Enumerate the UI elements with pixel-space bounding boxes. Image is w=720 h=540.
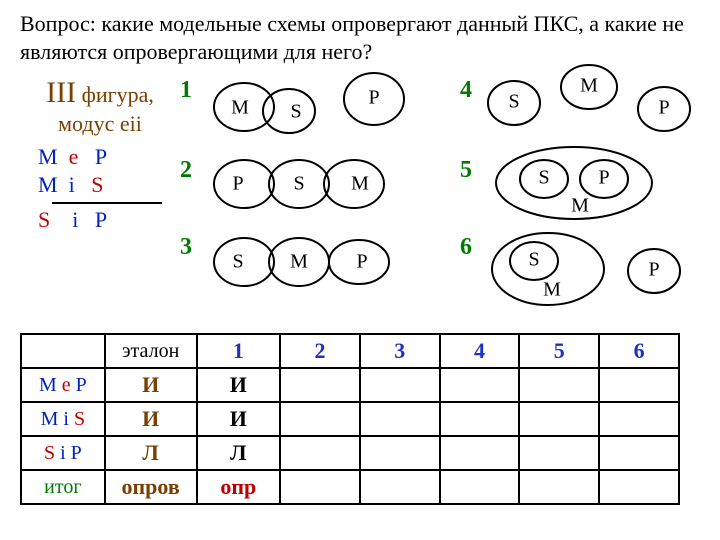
row-label-1: M e P xyxy=(21,368,105,402)
row-label-itog: итог xyxy=(21,470,105,504)
diagrams-area: 1 2 3 4 5 6 M S P P S M S xyxy=(180,69,700,319)
conclusion: S i P xyxy=(38,206,180,234)
diagram-4: S M P xyxy=(484,63,704,139)
svg-text:S: S xyxy=(290,101,301,123)
th-blank xyxy=(21,334,105,368)
diagram-num-5: 5 xyxy=(460,157,472,184)
figure-line2: модус eii xyxy=(58,111,142,136)
result-table: эталон 1 2 3 4 5 6 M e P И И M i S И И S… xyxy=(20,333,680,505)
diagram-num-4: 4 xyxy=(460,77,472,104)
svg-text:M: M xyxy=(290,251,308,273)
svg-text:S: S xyxy=(508,91,519,113)
diagram-num-2: 2 xyxy=(180,157,192,184)
diagram-1: M S P xyxy=(204,69,434,139)
th-etalon: эталон xyxy=(105,334,197,368)
question-text: Вопрос: какие модельные схемы опровергаю… xyxy=(20,10,700,65)
figure-roman: III xyxy=(46,76,76,109)
diagram-num-6: 6 xyxy=(460,234,472,261)
th-3: 3 xyxy=(394,338,405,363)
th-4: 4 xyxy=(474,338,485,363)
th-2: 2 xyxy=(314,338,325,363)
diagram-6: S M P xyxy=(484,227,704,309)
th-6: 6 xyxy=(634,338,645,363)
figure-rest: фигура, xyxy=(76,82,154,107)
syllogism-panel: III фигура, модус eii M e P M i S S i P xyxy=(20,69,180,234)
svg-text:P: P xyxy=(658,97,669,119)
svg-text:S: S xyxy=(538,167,549,189)
diagram-5: S P M xyxy=(484,143,704,223)
svg-text:M: M xyxy=(543,279,561,301)
svg-text:P: P xyxy=(648,259,659,281)
table-row: M i S И И xyxy=(21,402,679,436)
svg-text:P: P xyxy=(232,173,243,195)
table-row: итог опров опр xyxy=(21,470,679,504)
row-label-3: S i P xyxy=(21,436,105,470)
table-row: S i P Л Л xyxy=(21,436,679,470)
premises: M e P M i S S i P xyxy=(38,143,180,234)
svg-text:M: M xyxy=(351,173,369,195)
diagram-num-1: 1 xyxy=(180,77,192,104)
svg-text:P: P xyxy=(356,251,367,273)
svg-text:S: S xyxy=(293,173,304,195)
figure-title: III фигура, модус eii xyxy=(20,75,180,137)
svg-text:M: M xyxy=(571,195,589,217)
svg-text:S: S xyxy=(232,251,243,273)
premise-2: M i S xyxy=(38,171,180,199)
th-1: 1 xyxy=(233,338,244,363)
svg-text:P: P xyxy=(368,87,379,109)
th-5: 5 xyxy=(554,338,565,363)
row-label-2: M i S xyxy=(21,402,105,436)
svg-text:M: M xyxy=(231,97,249,119)
diagram-2: P S M xyxy=(204,149,434,219)
inference-line xyxy=(52,202,162,204)
table-header-row: эталон 1 2 3 4 5 6 xyxy=(21,334,679,368)
svg-text:S: S xyxy=(528,249,539,271)
diagram-3: S M P xyxy=(204,227,434,297)
content-row: III фигура, модус eii M e P M i S S i P xyxy=(20,69,700,319)
svg-text:P: P xyxy=(598,167,609,189)
table-row: M e P И И xyxy=(21,368,679,402)
svg-text:M: M xyxy=(580,75,598,97)
premise-1: M e P xyxy=(38,143,180,171)
diagram-num-3: 3 xyxy=(180,234,192,261)
